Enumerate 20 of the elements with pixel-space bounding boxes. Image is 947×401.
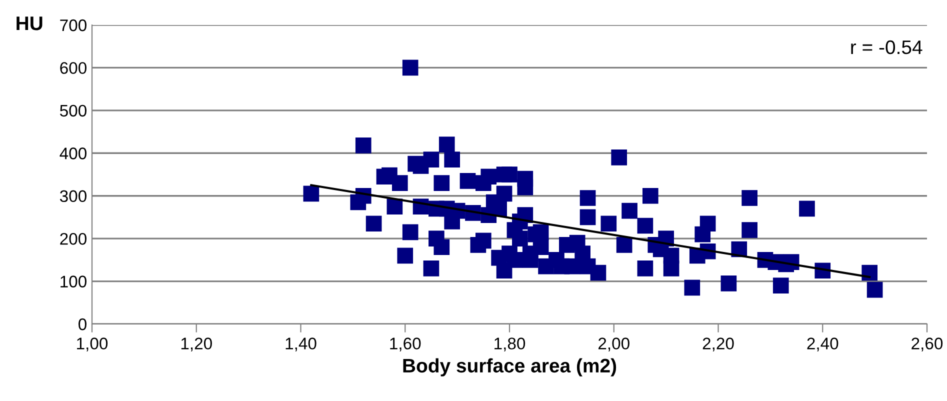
- x-tick-label: 2,00: [598, 338, 630, 352]
- y-tick-label: 0: [78, 318, 86, 330]
- annotation: r = -0.54: [851, 40, 922, 54]
- y-tick-label: 400: [60, 148, 86, 160]
- x-tick-label: 1,20: [181, 338, 212, 352]
- y-tick-label: 300: [60, 190, 86, 202]
- y-tick-label: 700: [60, 19, 86, 32]
- x-axis-title: Body surface area (m2): [403, 358, 616, 376]
- x-tick-label: 1,60: [390, 338, 421, 352]
- x-tick-label: 1,00: [77, 338, 108, 352]
- y-axis-title: HU: [16, 16, 42, 30]
- x-tick-label: 2,20: [702, 338, 734, 352]
- x-tick-label: 1,80: [494, 338, 526, 352]
- y-tick-label: 500: [60, 104, 86, 117]
- y-tick-label: 600: [60, 62, 86, 74]
- y-tick-label: 200: [60, 232, 86, 245]
- x-tick-label: 2,60: [912, 338, 943, 352]
- x-tick-label: 1,40: [286, 338, 316, 352]
- y-tick-label: 100: [60, 276, 86, 288]
- x-tick-label: 2,40: [807, 338, 838, 352]
